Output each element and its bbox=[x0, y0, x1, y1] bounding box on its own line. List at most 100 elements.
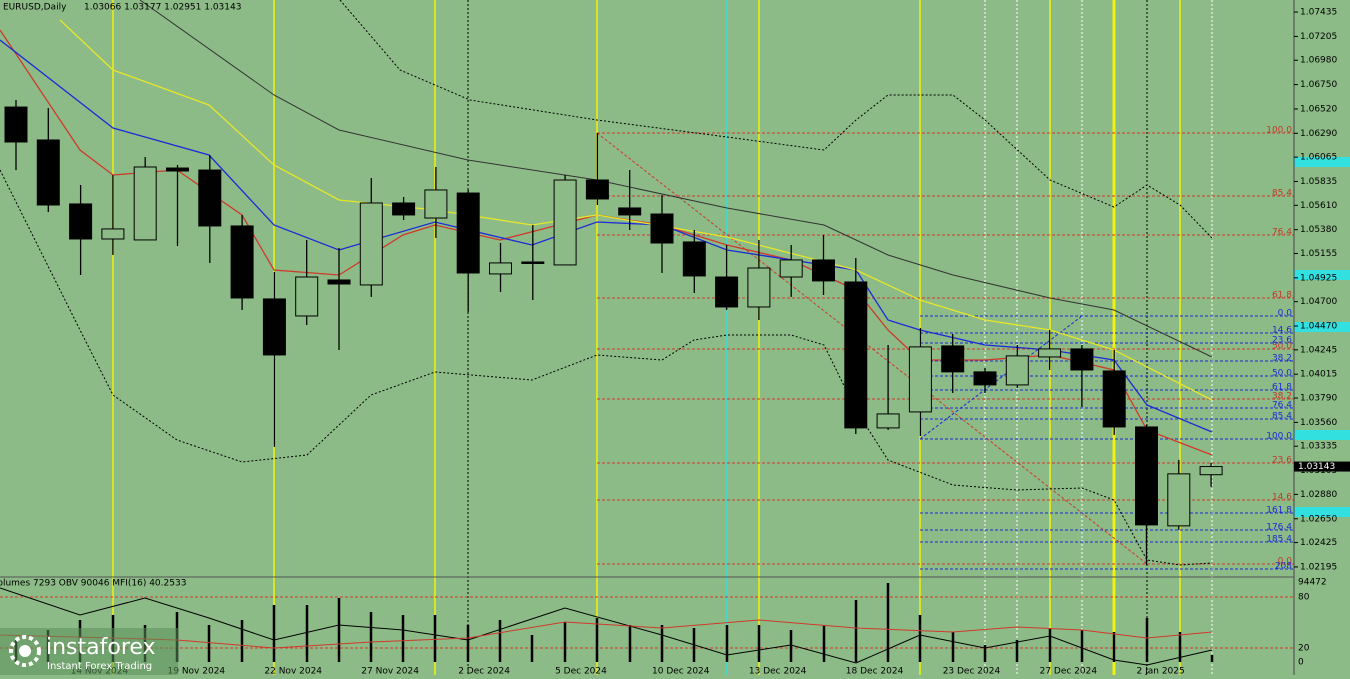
symbol-title: EURUSD,Daily bbox=[3, 3, 67, 13]
candle-body bbox=[295, 276, 319, 317]
indicator-axis-label: 94472 bbox=[1298, 578, 1327, 588]
y-tick-label: 1.05610 bbox=[1300, 201, 1337, 211]
y-tick-label: 1.04015 bbox=[1300, 370, 1337, 380]
x-tick-label: 2 Dec 2024 bbox=[458, 667, 510, 676]
candle-body bbox=[973, 371, 997, 386]
ohlc-values: 1.03066 1.03177 1.02951 1.03143 bbox=[84, 3, 241, 13]
fib-label: 76.4 bbox=[1272, 401, 1292, 411]
y-tick-label: 1.07435 bbox=[1300, 8, 1337, 18]
fib-label: 85.4 bbox=[1272, 189, 1292, 199]
fib-label: 85.4 bbox=[1272, 412, 1292, 422]
y-tick-label: 1.03335 bbox=[1300, 442, 1337, 452]
candle-body bbox=[618, 207, 642, 216]
y-tick-label: 1.05155 bbox=[1300, 249, 1337, 259]
y-tick-label: 1.06065 bbox=[1300, 153, 1337, 163]
candle-body bbox=[1005, 355, 1029, 386]
x-tick-label: 18 Dec 2024 bbox=[846, 667, 904, 676]
candle-body bbox=[521, 261, 545, 264]
fib-label: 161.8 bbox=[1266, 506, 1292, 516]
candle-body bbox=[585, 179, 609, 200]
x-tick-label: 10 Dec 2024 bbox=[652, 667, 710, 676]
fib-label: 100.0 bbox=[1266, 432, 1292, 442]
candle-body bbox=[1070, 348, 1094, 371]
y-tick-label: 1.04470 bbox=[1300, 322, 1337, 332]
indicator-panel: 94472 80 20 0 Volumes 7293 OBV 90046 MFI… bbox=[0, 578, 1327, 668]
y-tick-label: 1.02880 bbox=[1300, 490, 1337, 500]
fib-label: 50.0 bbox=[1272, 369, 1292, 379]
y-tick-label: 1.03790 bbox=[1300, 394, 1337, 404]
fib-lines bbox=[596, 132, 1294, 570]
candle-body bbox=[844, 281, 868, 429]
x-tick-label: 23 Dec 2024 bbox=[943, 667, 1001, 676]
candle-body bbox=[747, 267, 771, 308]
candle-body bbox=[133, 166, 157, 241]
fib-label: 23.6 bbox=[1272, 336, 1292, 346]
candle-body bbox=[359, 202, 383, 286]
candle-body bbox=[69, 203, 93, 240]
fib-label: 38.2 bbox=[1272, 354, 1292, 364]
candle-body bbox=[779, 259, 803, 278]
candle-body bbox=[198, 169, 222, 227]
y-tick-label: 1.06980 bbox=[1300, 56, 1337, 66]
x-tick-label: 2 Jan 2025 bbox=[1137, 667, 1185, 676]
y-tick-label: 1.05835 bbox=[1300, 177, 1337, 187]
y-tick-label: 1.03560 bbox=[1300, 418, 1337, 428]
candle-body bbox=[682, 241, 706, 277]
y-tick-label: 1.02650 bbox=[1300, 514, 1337, 524]
candle-body bbox=[456, 192, 480, 274]
x-tick-label: 13 Dec 2024 bbox=[749, 667, 807, 676]
y-tick-label: 1.06520 bbox=[1300, 104, 1337, 114]
fib-label: 176.4 bbox=[1266, 523, 1292, 533]
candle-body bbox=[101, 228, 125, 240]
fib-label: 0.0 bbox=[1278, 309, 1293, 319]
logo: instaforex Instant Forex Trading bbox=[0, 628, 178, 675]
fib-label: 38.2 bbox=[1272, 392, 1292, 402]
fib-label: 76.4 bbox=[1272, 228, 1292, 238]
candle-body bbox=[1199, 466, 1223, 476]
candle-body bbox=[262, 298, 286, 356]
candle-body bbox=[4, 106, 28, 143]
y-tick-label: 1.05380 bbox=[1300, 225, 1337, 235]
last-price-box bbox=[1294, 461, 1350, 472]
y-tick-label: 1.02425 bbox=[1300, 538, 1337, 548]
candle-body bbox=[812, 259, 835, 282]
fib-label: 208 bbox=[1275, 562, 1292, 572]
x-tick-label: 22 Nov 2024 bbox=[264, 667, 322, 676]
candle-body bbox=[424, 189, 448, 219]
candle-body bbox=[553, 179, 577, 266]
fib-label: 185.4 bbox=[1266, 535, 1292, 545]
indicator-axis-label: 80 bbox=[1298, 593, 1310, 603]
candle-body bbox=[489, 262, 512, 275]
fib-label: 14.6 bbox=[1272, 493, 1292, 503]
fib-labels: 100.0 85.4 76.4 61.8 50.0 38.2 23.6 14.6… bbox=[1266, 126, 1292, 572]
x-tick-label: 5 Dec 2024 bbox=[555, 667, 607, 676]
candle-body bbox=[715, 276, 739, 308]
y-tick-label: 1.04245 bbox=[1300, 345, 1337, 355]
fib-label: 61.8 bbox=[1272, 291, 1292, 301]
candle-body bbox=[1135, 426, 1158, 526]
y-tick-label: 1.02195 bbox=[1300, 562, 1337, 572]
candle-body bbox=[392, 202, 416, 216]
plot-background bbox=[0, 0, 1294, 675]
fib-label: 100.0 bbox=[1266, 126, 1292, 136]
candle-body bbox=[1167, 473, 1191, 527]
indicator-axis-label: 20 bbox=[1298, 644, 1310, 654]
logo-name: instaforex bbox=[46, 635, 156, 660]
fib-label: 50.0 bbox=[1272, 342, 1292, 352]
candle-body bbox=[166, 167, 189, 172]
fib-label: 14.6 bbox=[1272, 326, 1292, 336]
candle-body bbox=[327, 279, 351, 285]
fib-label: 61.8 bbox=[1272, 383, 1292, 393]
indicator-axis-label: 0 bbox=[1298, 658, 1304, 668]
candle-body bbox=[650, 213, 674, 244]
y-tick-label: 1.06290 bbox=[1300, 129, 1337, 139]
indicator-header: Volumes 7293 OBV 90046 MFI(16) 40.2533 bbox=[0, 579, 186, 589]
candle-body bbox=[876, 413, 900, 429]
candle-body bbox=[36, 139, 60, 206]
last-price-label: 1.03143 bbox=[1298, 462, 1335, 472]
candle-body bbox=[1102, 370, 1126, 428]
fib-label: 0.0 bbox=[1278, 557, 1293, 567]
fib-label: 23.6 bbox=[1272, 456, 1292, 466]
logo-tagline: Instant Forex Trading bbox=[47, 661, 152, 672]
